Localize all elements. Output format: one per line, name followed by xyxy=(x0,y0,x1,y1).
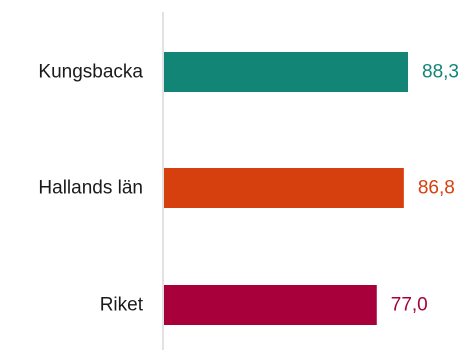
category-label-0: Kungsbacka xyxy=(38,62,143,83)
value-label-0: 88,3 xyxy=(422,62,459,83)
bar-1 xyxy=(164,168,404,208)
chart-marks: Kungsbacka 88,3 Hallands län 86,8 Riket 77,0 xyxy=(38,52,459,325)
category-label-2: Riket xyxy=(100,295,144,316)
category-label-1: Hallands län xyxy=(38,178,143,199)
bar-0 xyxy=(164,52,408,92)
value-label-1: 86,8 xyxy=(418,178,455,199)
value-label-2: 77,0 xyxy=(391,295,428,316)
bar-2 xyxy=(164,285,377,325)
